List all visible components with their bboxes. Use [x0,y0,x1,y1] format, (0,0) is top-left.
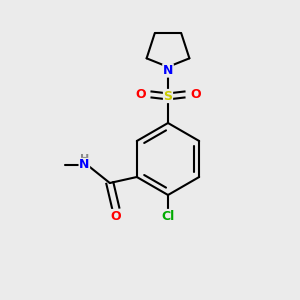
Text: O: O [190,88,201,101]
Text: O: O [135,88,146,101]
Text: N: N [79,158,89,172]
Text: H: H [80,154,89,164]
Text: N: N [163,64,173,77]
Text: S: S [164,89,172,103]
Text: O: O [110,209,121,223]
Text: Cl: Cl [161,209,175,223]
